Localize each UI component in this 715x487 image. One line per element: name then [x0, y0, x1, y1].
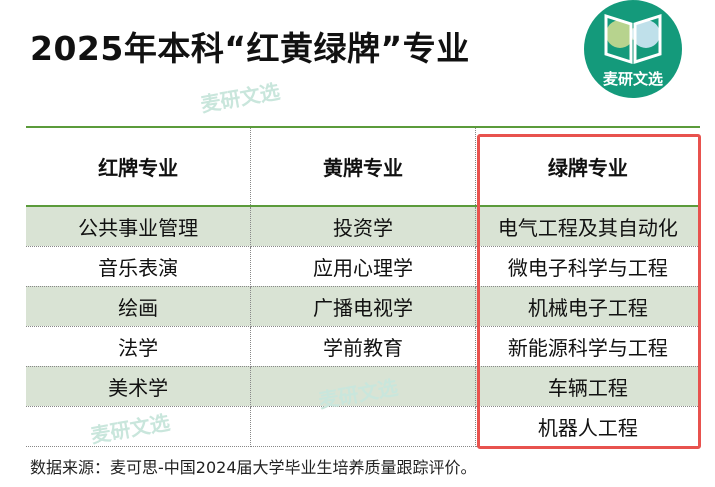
page-title: 2025年本科“红黄绿牌”专业: [30, 29, 470, 68]
table-row: 机器人工程: [26, 406, 700, 447]
table-cell: 绘画: [26, 286, 252, 327]
table-row: 音乐表演 应用心理学 微电子科学与工程: [26, 246, 700, 287]
table-cell: 学前教育: [250, 326, 476, 367]
logo: 麦研文选: [584, 0, 682, 98]
table-cell: 微电子科学与工程: [474, 246, 700, 287]
watermark: 麦研文选: [198, 79, 282, 117]
table-cell: 电气工程及其自动化: [474, 206, 700, 247]
table-row: 美术学 车辆工程: [26, 366, 700, 407]
book-icon: [604, 13, 662, 65]
table-row: 法学 学前教育 新能源科学与工程: [26, 326, 700, 367]
table-cell: [250, 406, 476, 447]
table-cell: 音乐表演: [26, 246, 252, 287]
table-cell: 投资学: [250, 206, 476, 247]
table-row: 公共事业管理 投资学 电气工程及其自动化: [26, 206, 700, 247]
table-cell: 法学: [26, 326, 252, 367]
header-green: 绿牌专业: [474, 127, 700, 206]
majors-table: 红牌专业 黄牌专业 绿牌专业 公共事业管理 投资学 电气工程及其自动化 音乐表演 应用心…: [26, 126, 700, 447]
table-cell: 机器人工程: [474, 406, 700, 447]
table-cell: [250, 366, 476, 407]
header-yellow: 黄牌专业: [250, 127, 476, 206]
table-cell: 车辆工程: [474, 366, 700, 407]
table-cell: 新能源科学与工程: [474, 326, 700, 367]
table-cell: [26, 406, 252, 447]
header-red: 红牌专业: [26, 127, 252, 206]
table-cell: 公共事业管理: [26, 206, 252, 247]
table-header-row: 红牌专业 黄牌专业 绿牌专业: [26, 127, 700, 206]
logo-text: 麦研文选: [602, 70, 663, 88]
table-cell: 机械电子工程: [474, 286, 700, 327]
source-note: 数据来源：麦可思-中国2024届大学毕业生培养质量跟踪评价。: [30, 458, 477, 477]
table-row: 绘画 广播电视学 机械电子工程: [26, 286, 700, 327]
table-cell: 美术学: [26, 366, 252, 407]
table-cell: 应用心理学: [250, 246, 476, 287]
table-cell: 广播电视学: [250, 286, 476, 327]
